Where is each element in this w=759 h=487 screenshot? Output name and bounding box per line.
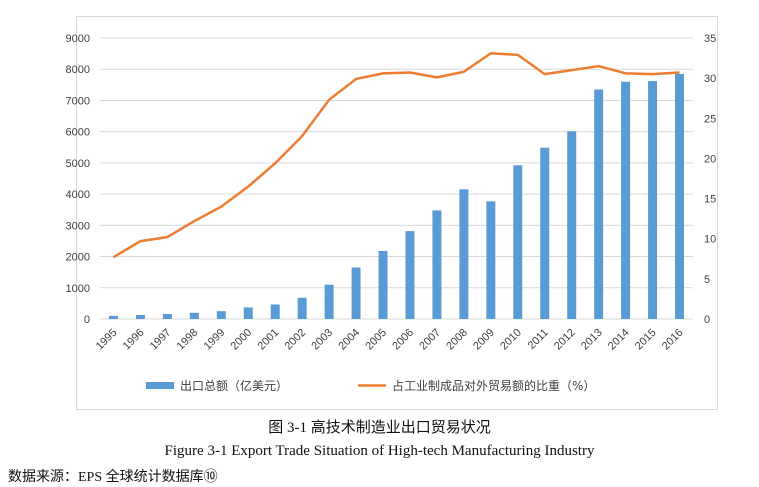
legend-label-line: 占工业制成品对外贸易额的比重（%） — [392, 378, 595, 393]
left-tick-label: 2000 — [66, 252, 90, 264]
bar — [324, 284, 334, 319]
x-tick-label: 2004 — [336, 327, 362, 353]
combo-chart: 0 1000 2000 3000 4000 5000 6000 7000 8000 9000 0 5 1… — [66, 33, 717, 393]
data-source: 数据来源：EPS 全球统计数据库⑩ — [8, 470, 218, 485]
x-tick-label: 2003 — [309, 327, 335, 353]
left-tick-label: 7000 — [66, 95, 90, 107]
bar — [432, 210, 442, 319]
left-tick-label: 6000 — [66, 127, 90, 139]
left-tick-label: 9000 — [66, 33, 90, 45]
x-tick-label: 2015 — [633, 327, 659, 353]
right-tick-label: 25 — [704, 113, 716, 125]
right-tick-label: 0 — [704, 314, 710, 326]
left-tick-label: 8000 — [66, 64, 90, 76]
bar — [135, 314, 145, 319]
bar — [648, 81, 658, 319]
bar — [189, 312, 199, 319]
right-tick-label: 10 — [704, 234, 716, 246]
x-tick-label: 2007 — [417, 327, 443, 353]
x-tick-label: 2010 — [498, 327, 524, 353]
chart-frame — [76, 16, 718, 410]
figure-caption-en: Figure 3-1 Export Trade Situation of Hig… — [164, 443, 595, 459]
x-tick-label: 2000 — [229, 327, 255, 353]
right-tick-label: 35 — [704, 33, 716, 45]
x-tick-label: 1999 — [202, 327, 228, 353]
bar — [243, 307, 253, 319]
legend-swatch-bar — [146, 382, 174, 389]
x-tick-label: 2006 — [390, 327, 416, 353]
bar — [108, 315, 118, 319]
left-tick-label: 0 — [84, 314, 90, 326]
x-tick-label: 1998 — [175, 327, 201, 353]
bar — [459, 189, 469, 319]
bar — [540, 147, 550, 319]
right-tick-label: 30 — [704, 73, 716, 85]
bar — [378, 250, 388, 319]
x-tick-label: 1995 — [94, 327, 120, 353]
bar — [216, 311, 226, 319]
bar — [405, 231, 415, 319]
bar — [297, 297, 307, 319]
x-tick-label: 2001 — [256, 327, 282, 353]
x-tick-label: 2016 — [660, 327, 686, 353]
left-tick-label: 1000 — [66, 283, 90, 295]
x-tick-label: 2008 — [444, 327, 470, 353]
x-tick-label: 2009 — [471, 327, 497, 353]
x-tick-label: 2014 — [606, 327, 632, 353]
bar — [162, 314, 172, 319]
figure-caption-cn: 图 3-1 高技术制造业出口贸易状况 — [268, 420, 491, 436]
bar — [621, 81, 631, 319]
x-tick-label: 2002 — [282, 327, 308, 353]
right-tick-label: 5 — [704, 274, 710, 286]
bar — [513, 165, 523, 319]
legend-label-bar: 出口总额（亿美元） — [180, 378, 288, 393]
x-tick-label: 1996 — [121, 327, 147, 353]
bar — [594, 89, 604, 320]
bar — [567, 131, 577, 319]
bar — [270, 304, 280, 319]
x-tick-label: 2013 — [579, 327, 605, 353]
bar — [486, 201, 496, 319]
left-tick-label: 3000 — [66, 220, 90, 232]
x-tick-label: 2005 — [363, 327, 389, 353]
ratio-line — [112, 52, 680, 259]
bar — [351, 267, 361, 319]
x-tick-label: 2012 — [552, 327, 578, 353]
left-tick-label: 5000 — [66, 158, 90, 170]
x-tick-label: 1997 — [148, 327, 174, 353]
bar — [675, 73, 685, 320]
right-tick-label: 15 — [704, 194, 716, 206]
left-tick-label: 4000 — [66, 189, 90, 201]
right-tick-label: 20 — [704, 153, 716, 165]
x-tick-label: 2011 — [526, 327, 551, 352]
